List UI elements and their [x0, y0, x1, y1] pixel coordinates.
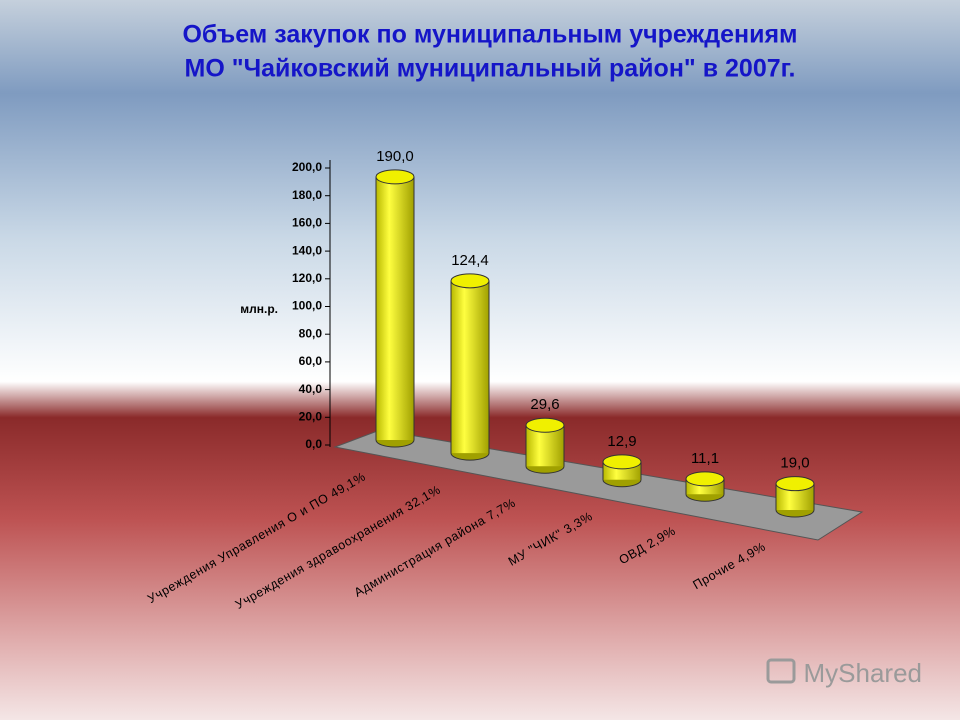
- y-tick-label: 160,0: [292, 216, 322, 230]
- value-label: 12,9: [607, 433, 636, 450]
- cylinder-top: [602, 454, 642, 470]
- value-label: 124,4: [451, 252, 489, 269]
- value-label: 190,0: [376, 148, 414, 165]
- cylinder-top: [375, 169, 415, 185]
- cylinder-top: [685, 471, 725, 487]
- cylinder-top: [450, 273, 490, 289]
- bar: [376, 176, 414, 440]
- bar: [451, 280, 489, 454]
- chart-subtitle: МО "Чайковский муниципальный район" в 20…: [185, 55, 796, 83]
- y-tick-label: 40,0: [299, 382, 323, 396]
- y-tick-label: 0,0: [305, 437, 322, 451]
- y-tick-label: 180,0: [292, 188, 322, 202]
- value-label: 29,6: [530, 396, 559, 413]
- y-tick-label: 200,0: [292, 160, 322, 174]
- watermark-icon: [766, 658, 796, 684]
- y-tick-label: 120,0: [292, 271, 322, 285]
- y-tick-label: 140,0: [292, 243, 322, 257]
- y-tick-label: 100,0: [292, 299, 322, 313]
- chart-title: Объем закупок по муниципальным учреждени…: [182, 21, 797, 49]
- value-label: 11,1: [691, 450, 719, 467]
- cylinder-top: [525, 417, 565, 433]
- y-tick-label: 20,0: [299, 409, 323, 423]
- y-tick-label: 80,0: [299, 326, 323, 340]
- value-label: 19,0: [780, 455, 809, 472]
- watermark: MyShared: [804, 658, 923, 688]
- y-tick-label: 60,0: [299, 354, 323, 368]
- y-axis-label: млн.р.: [240, 302, 278, 316]
- cylinder-top: [775, 476, 815, 492]
